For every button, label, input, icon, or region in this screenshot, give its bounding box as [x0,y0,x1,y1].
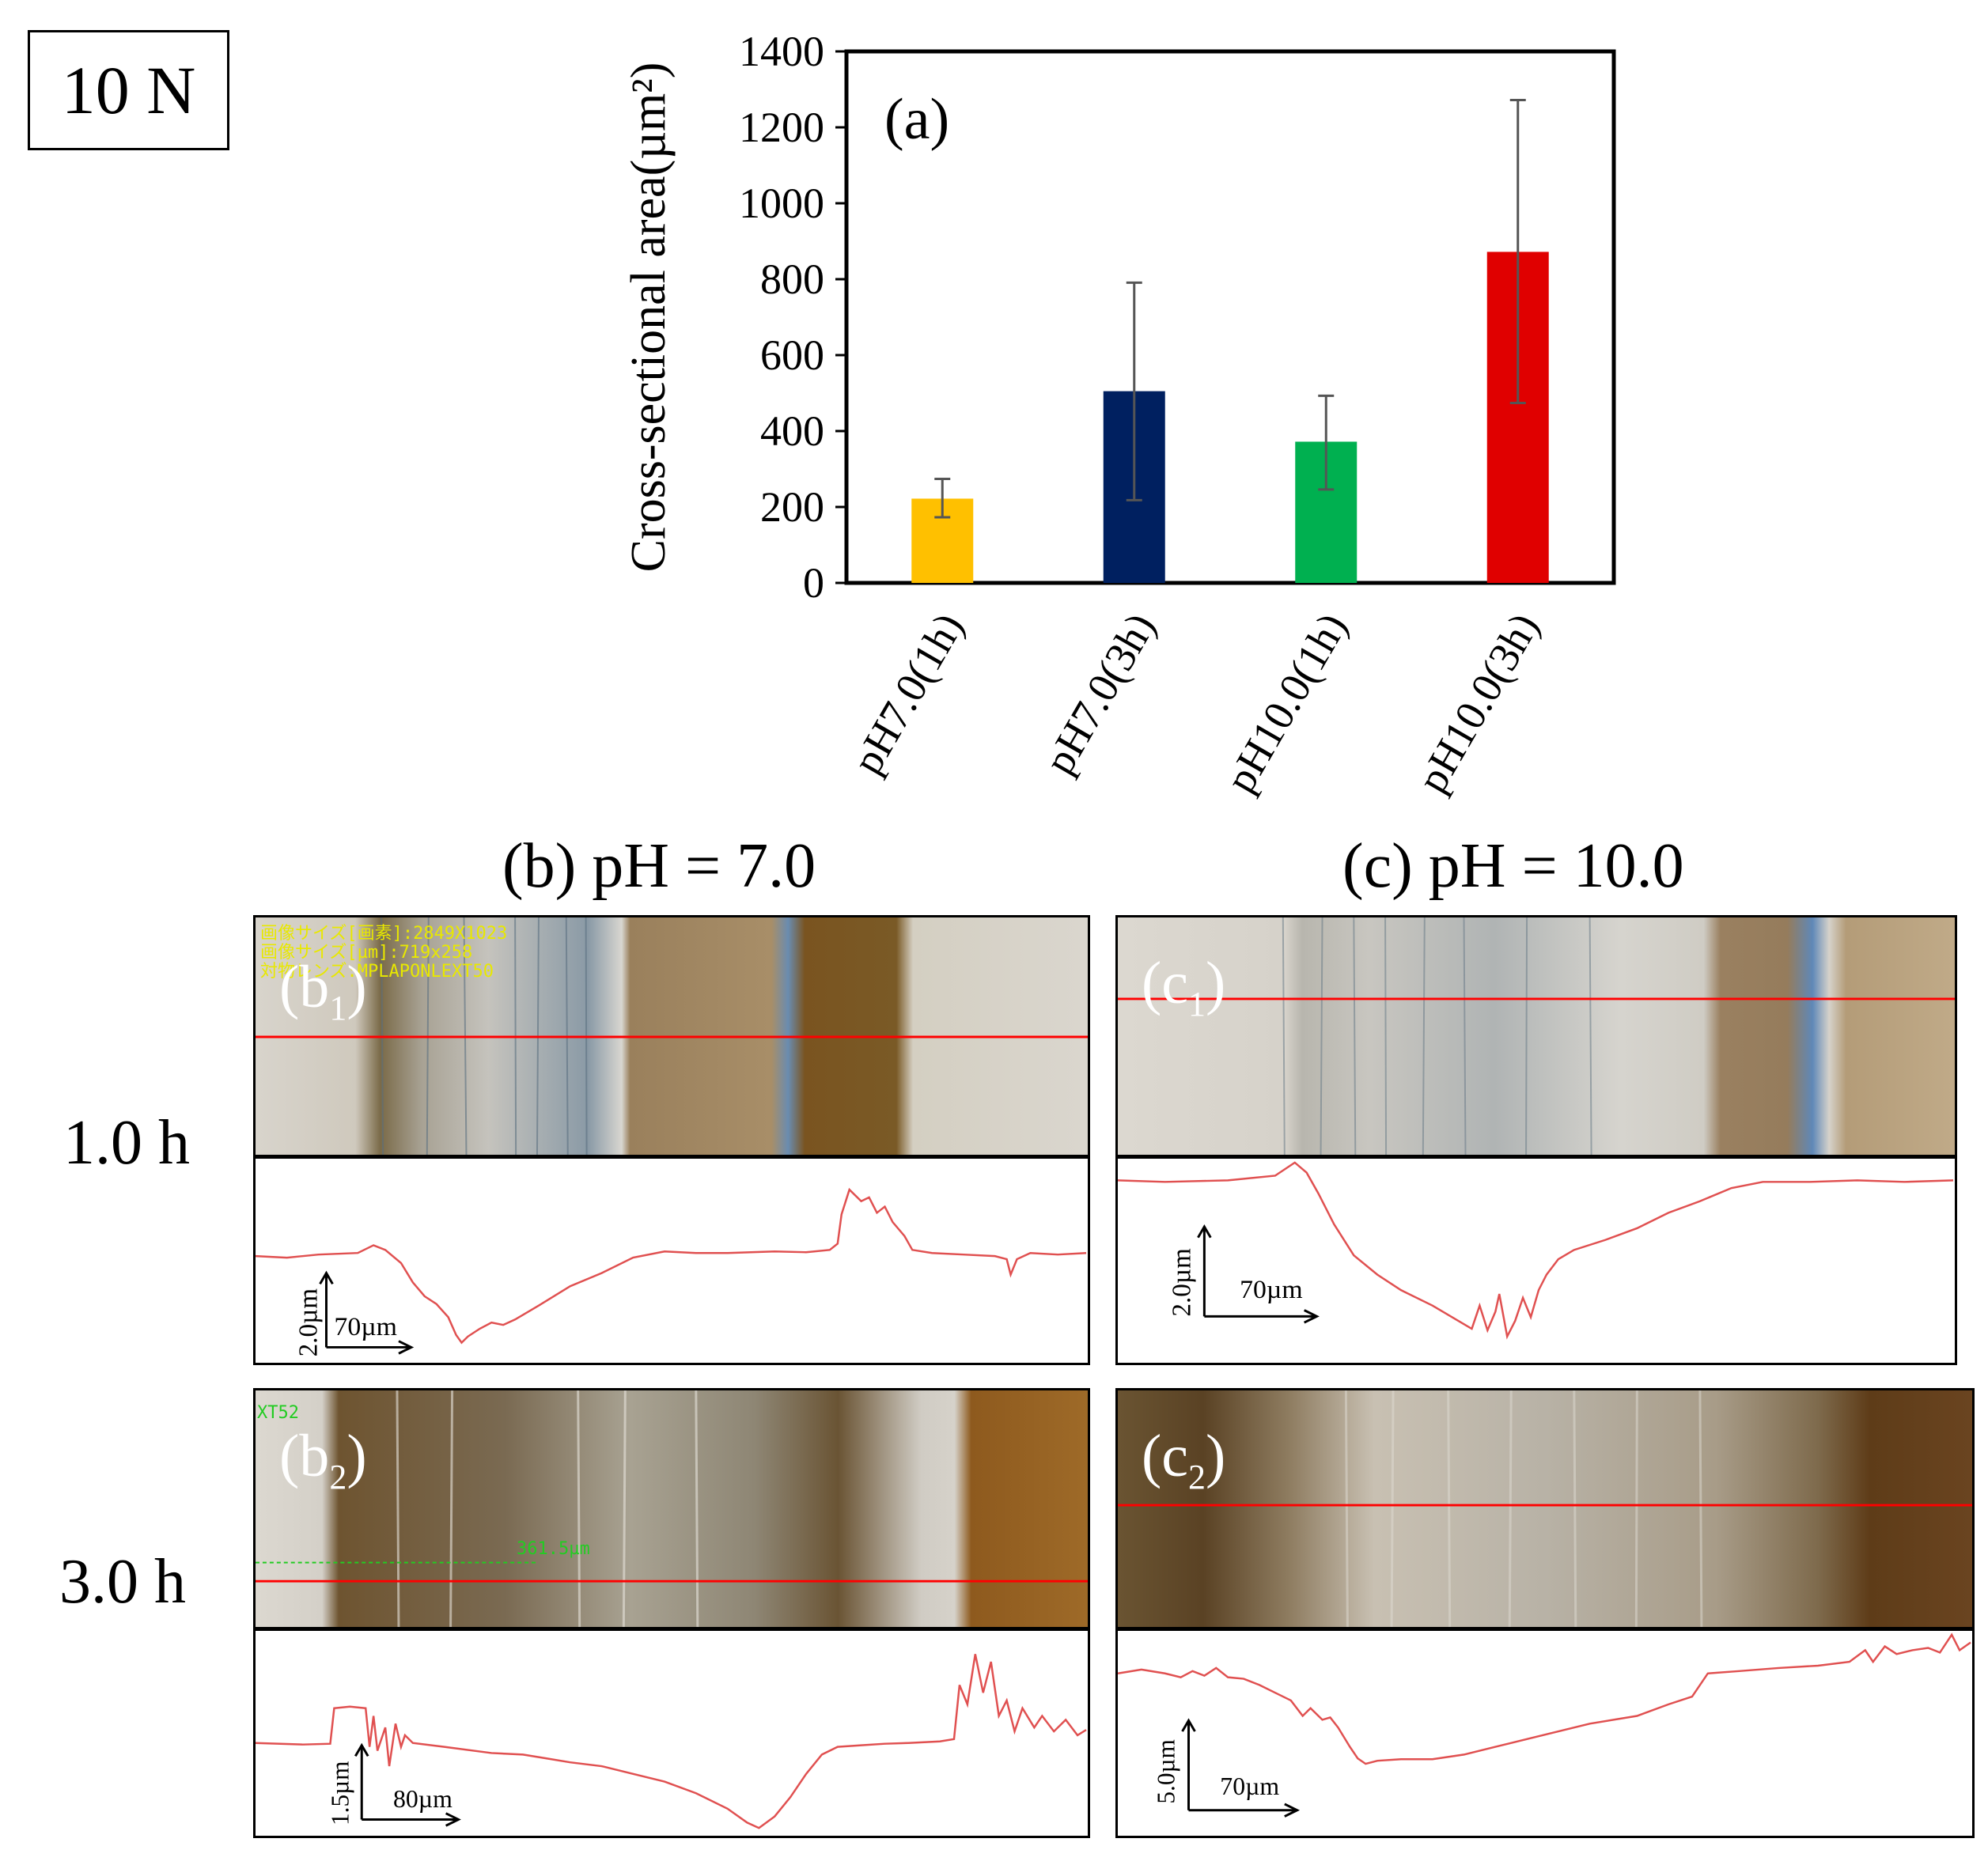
profile-line-b2 [256,1654,1087,1829]
bar-chart: 0 200 400 600 800 1000 1200 1400 Cross-sectional… [622,28,1616,800]
column-title-ph10: (c) pH = 10.0 [1342,831,1684,901]
scale-h-b2: 80µm [393,1785,453,1813]
micrograph-b2-image [256,1390,1088,1627]
micrograph-c1: (c1) [1115,915,1957,1157]
overlay-xt-b2: XT52 [257,1403,299,1423]
micrograph-c1-image [1118,917,1955,1155]
plot-frame [844,49,1616,585]
overlay-info-2: 画像サイズ[µm]:719x258 [260,943,473,963]
column-title-ph7: (b) pH = 7.0 [502,831,816,901]
y-tick-label: 1400 [739,28,824,75]
scale-v-c2: 5.0µm [1152,1739,1180,1804]
x-tick-label-2: pH10.0(1h) [1216,605,1356,800]
load-label-box: 10 N [28,30,229,150]
y-tick-label: 0 [803,559,824,607]
micrograph-b1: 画像サイズ[画素]:2849X1023 画像サイズ[µm]:719x258 対物… [253,915,1090,1157]
scale-h-c1: 70µm [1240,1275,1303,1304]
profile-line-c1 [1118,1161,1954,1340]
scale-v-b1: 2.0µm [293,1288,323,1356]
profile-b2: 1.5µm 80µm [253,1629,1090,1838]
x-tick-label-1: pH7.0(3h) [1035,605,1164,782]
y-tick-label: 400 [760,407,824,455]
y-tick-label: 1000 [739,180,824,227]
profile-line-b1 [256,1187,1087,1345]
panel-tag-c2: (c2) [1142,1423,1226,1497]
profile-line-c2 [1118,1632,1971,1765]
overlay-info-3: 対物レンズ:MPLAPONLEXT50 [260,962,494,982]
profile-c2: 5.0µm 70µm [1115,1629,1975,1838]
profile-c1: 2.0µm 70µm [1115,1156,1957,1365]
scale-h-b1: 70µm [334,1312,397,1341]
micrograph-c2: (c2) [1115,1388,1975,1629]
y-tick-label: 800 [760,255,824,303]
scale-v-b2: 1.5µm [326,1761,354,1825]
micrograph-b1-image [256,917,1088,1155]
y-axis-label: Cross-sectional area(µm²) [622,62,676,573]
row-label-3h: 3.0 h [59,1547,186,1617]
scale-h-c2: 70µm [1220,1772,1279,1800]
micrograph-c2-image [1118,1390,1972,1627]
x-tick-label-3: pH10.0(3h) [1408,605,1548,800]
load-label: 10 N [61,52,196,128]
overlay-measure-b2: 361.5µm [517,1539,590,1559]
y-tick-label: 200 [760,483,824,531]
x-tick-label-0: pH7.0(1h) [843,605,973,782]
scale-v-c1: 2.0µm [1167,1248,1196,1316]
row-label-1h: 1.0 h [63,1108,190,1178]
panel-tag-b1: (b1) [279,954,367,1028]
y-tick-label: 600 [760,331,824,379]
y-tick-label: 1200 [739,104,824,151]
panel-tag-c1: (c1) [1142,950,1226,1024]
profile-b1: 2.0µm 70µm [253,1156,1090,1365]
panel-tag-b2: (b2) [279,1423,367,1497]
overlay-info-1: 画像サイズ[画素]:2849X1023 [260,924,508,944]
micrograph-b2: XT52 361.5µm (b2) [253,1388,1090,1629]
chart-title: (a) [884,87,949,152]
